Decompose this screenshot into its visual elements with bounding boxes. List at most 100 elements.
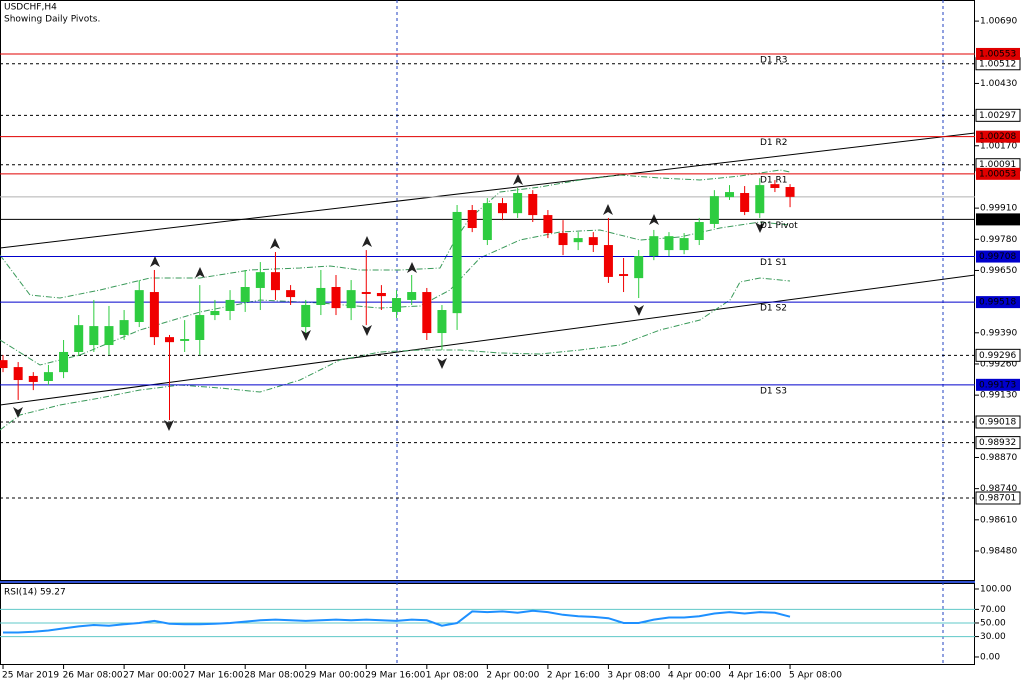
pivot-box <box>976 296 1020 309</box>
candle-body <box>43 372 53 381</box>
candle-body <box>437 310 447 334</box>
pivot-box <box>976 378 1020 391</box>
candle-body <box>588 237 598 246</box>
candle-body <box>407 292 417 300</box>
x-tick-label: 2 Apr 00:00 <box>486 671 539 681</box>
x-tick-label: 1 Apr 08:00 <box>426 671 479 681</box>
y-tick-label: 50.00 <box>980 618 1006 628</box>
candle-body <box>452 211 462 314</box>
candle-body <box>28 375 38 382</box>
rsi-title: RSI(14) 59.27 <box>4 588 66 598</box>
candle-body <box>497 203 507 214</box>
candle-body <box>649 236 659 257</box>
candle-body <box>0 360 8 369</box>
x-tick-label: 25 Mar 2019 <box>2 671 59 681</box>
level-label: 1.00297 <box>979 111 1016 121</box>
pivot-value: 1.00053 <box>979 169 1016 179</box>
candle-body <box>316 287 326 305</box>
y-tick-label: 1.00690 <box>980 17 1017 27</box>
candle-body <box>603 245 613 277</box>
x-tick-label: 3 Apr 08:00 <box>607 671 660 681</box>
pivot-name: D1 S2 <box>760 304 787 314</box>
y-tick-label: 0.98740 <box>980 484 1017 494</box>
level-label: 0.98932 <box>979 438 1016 448</box>
candle-body <box>694 222 704 241</box>
candle-body <box>286 290 296 298</box>
fractal-up <box>195 267 205 278</box>
pivot-value: 0.99708 <box>979 252 1016 262</box>
fractal-down <box>301 330 311 341</box>
candle-body <box>709 196 719 224</box>
candle-body <box>119 320 129 335</box>
fractal-down <box>755 222 765 233</box>
candle-body <box>270 272 280 291</box>
pivot-value: 0.99173 <box>979 380 1016 390</box>
y-tick-label: 0.99910 <box>980 204 1017 214</box>
candle-body <box>301 304 311 328</box>
y-tick-label: 0.98480 <box>980 546 1017 556</box>
pivot-box <box>976 47 1020 60</box>
y-tick-label: 100.00 <box>980 584 1012 594</box>
candle-body <box>528 193 538 216</box>
candle-body <box>740 193 750 212</box>
candle-body <box>240 287 250 303</box>
candle-body <box>165 337 175 343</box>
candle-body <box>785 187 795 197</box>
pivot-value: 1.00208 <box>979 132 1016 142</box>
y-tick-label: 0.99780 <box>980 235 1017 245</box>
fractals <box>13 174 765 431</box>
candle-body <box>13 367 23 381</box>
trend-line <box>0 274 976 406</box>
candle-body <box>634 256 644 279</box>
pivot-value: 1.00553 <box>979 49 1016 59</box>
pivot-box <box>976 250 1020 263</box>
band-lower <box>0 277 791 431</box>
candle-body <box>755 185 765 214</box>
x-tick-label: 27 Mar 16:00 <box>184 671 244 681</box>
candle-body <box>679 238 689 251</box>
rsi-line <box>3 609 791 634</box>
pivot-box <box>976 213 1020 226</box>
candle-body <box>558 233 568 246</box>
y-tick-label: 0.99130 <box>980 391 1017 401</box>
level-box <box>975 415 1021 429</box>
x-tick-label: 29 Mar 16:00 <box>365 671 425 681</box>
candle-body <box>346 290 356 309</box>
level-label: 0.98701 <box>979 493 1016 503</box>
candle-body <box>619 274 629 276</box>
trend-line <box>0 132 976 249</box>
x-tick-label: 27 Mar 00:00 <box>123 671 183 681</box>
y-tick-label: 1.00430 <box>980 79 1017 89</box>
pivot-name: D1 S1 <box>760 258 787 268</box>
pivot-value: 0.99518 <box>979 298 1016 308</box>
band-upper <box>0 169 791 299</box>
y-tick-label: 0.99260 <box>980 359 1017 369</box>
level-box <box>975 108 1021 122</box>
candle-body <box>195 315 205 340</box>
candle-body <box>422 292 432 334</box>
chart-title: USDCHF,H4 <box>4 3 57 13</box>
y-tick-label: 0.98870 <box>980 453 1017 463</box>
candle-body <box>255 272 265 288</box>
x-tick-label: 4 Apr 00:00 <box>668 671 721 681</box>
candle-body <box>89 326 99 346</box>
level-label: 1.00091 <box>979 160 1016 170</box>
fractal-down <box>362 325 372 336</box>
x-tick-label: 29 Mar 00:00 <box>305 671 365 681</box>
chart-subtitle: Showing Daily Pivots. <box>4 15 100 25</box>
candle-body <box>59 351 69 373</box>
fractal-up <box>513 174 523 185</box>
candle-body <box>376 292 386 297</box>
x-tick-label: 28 Mar 08:00 <box>244 671 304 681</box>
y-tick-label: 30.00 <box>980 632 1006 642</box>
pivot-box <box>976 130 1020 143</box>
pivot-name: D1 R1 <box>760 175 788 185</box>
y-tick-label: 0.98610 <box>980 515 1017 525</box>
main-frame <box>0 0 975 581</box>
y-tick-label: 70.00 <box>980 605 1006 615</box>
candle-body <box>225 299 235 311</box>
candle-body <box>725 192 735 198</box>
fractal-down <box>634 305 644 316</box>
y-tick-label: 0.99650 <box>980 266 1017 276</box>
